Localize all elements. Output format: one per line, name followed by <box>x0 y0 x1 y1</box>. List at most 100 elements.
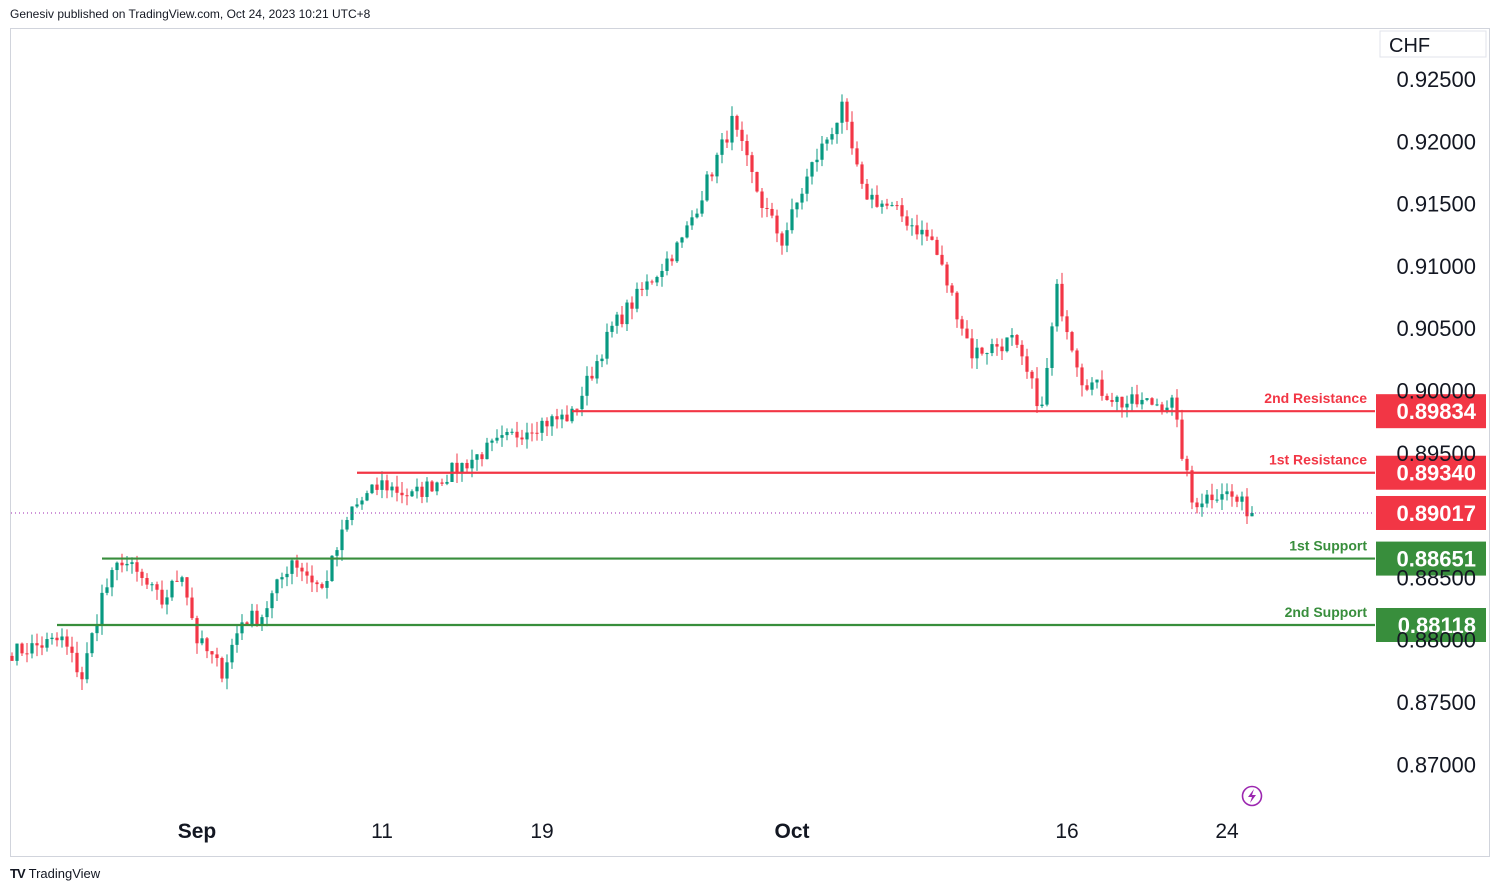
candle <box>550 414 554 436</box>
y-tick-label: 0.88000 <box>1396 628 1476 653</box>
candle <box>395 475 399 502</box>
candle <box>415 478 419 499</box>
x-tick-label: Oct <box>774 820 809 843</box>
candle <box>465 459 469 473</box>
candle <box>980 346 984 356</box>
candle <box>595 354 599 384</box>
candle <box>355 498 359 509</box>
y-tick-label: 0.91000 <box>1396 254 1476 279</box>
footer-brand-text: TradingView <box>28 866 101 881</box>
candle <box>310 565 314 593</box>
candle <box>340 519 344 561</box>
candle <box>695 208 699 219</box>
candle <box>725 130 729 149</box>
currency-label[interactable]: CHF <box>1389 35 1430 57</box>
candle <box>30 634 34 659</box>
candle <box>1000 338 1004 361</box>
candle <box>15 643 19 666</box>
candle <box>1160 401 1164 415</box>
time-axis: Sep 11 19 Oct 16 24 <box>178 820 1239 843</box>
candle <box>650 279 654 285</box>
candle <box>1060 272 1064 322</box>
candle <box>890 201 894 207</box>
candle <box>710 172 714 182</box>
candle <box>525 422 529 449</box>
candle <box>655 275 659 287</box>
candle <box>685 221 689 239</box>
candle <box>1125 395 1129 418</box>
candle <box>925 222 929 241</box>
candle <box>260 614 264 632</box>
candle <box>885 198 889 210</box>
footer-brand[interactable]: TV TradingView <box>10 866 100 881</box>
candle <box>45 632 49 652</box>
candle <box>730 106 734 151</box>
candle <box>365 490 369 502</box>
candle <box>1100 370 1104 401</box>
candle <box>590 366 594 381</box>
candle <box>65 629 69 655</box>
candle <box>555 408 559 429</box>
candle <box>280 572 284 589</box>
candle <box>490 438 494 452</box>
candle <box>345 516 349 532</box>
candle <box>1155 398 1159 407</box>
candle <box>185 576 189 606</box>
candle <box>740 121 744 152</box>
candle <box>305 562 309 584</box>
candle <box>375 477 379 496</box>
candle <box>805 168 809 202</box>
candle <box>640 282 644 297</box>
tradingview-logo-icon: TV <box>10 866 26 881</box>
candle <box>775 209 779 243</box>
candle <box>610 321 614 338</box>
candle <box>215 647 219 667</box>
candle <box>1115 395 1119 412</box>
candle <box>275 578 279 601</box>
y-tick-label: 0.87500 <box>1396 690 1476 715</box>
level-name: 1st Resistance <box>1269 452 1367 468</box>
candle <box>1015 334 1019 349</box>
candle <box>815 148 819 172</box>
candle <box>1030 370 1034 389</box>
candle <box>55 632 59 647</box>
y-tick-label: 0.92500 <box>1396 67 1476 92</box>
x-tick-label: 16 <box>1055 820 1078 843</box>
candle <box>880 200 884 214</box>
candle <box>625 299 629 331</box>
candle <box>485 437 489 460</box>
chart-frame[interactable] <box>10 28 1490 857</box>
candle <box>1150 397 1154 406</box>
level-price: 0.89340 <box>1396 461 1476 486</box>
candle <box>480 451 484 467</box>
candle <box>920 220 924 246</box>
candle <box>830 127 834 145</box>
candle <box>680 236 684 248</box>
candle <box>1085 379 1089 392</box>
candle <box>670 254 674 266</box>
candle <box>990 338 994 357</box>
level-name: 2nd Resistance <box>1264 390 1367 406</box>
candle <box>750 151 754 184</box>
price-axis: 0.92500 0.92000 0.91500 0.91000 0.90500 0.900… <box>1396 67 1476 777</box>
candle <box>620 305 624 328</box>
candle <box>1040 396 1044 408</box>
candle <box>220 656 224 683</box>
candle <box>845 98 849 131</box>
candle <box>840 94 844 134</box>
candle <box>870 188 874 209</box>
candle <box>835 122 839 144</box>
candle <box>110 567 114 597</box>
candle <box>175 570 179 582</box>
currency-box[interactable] <box>1379 30 1487 58</box>
candle <box>940 245 944 266</box>
candle <box>1110 392 1114 407</box>
candle <box>635 282 639 313</box>
candle <box>140 568 144 586</box>
candle <box>780 231 784 255</box>
lightning-icon[interactable] <box>1241 785 1263 807</box>
candle <box>565 405 569 422</box>
candle <box>150 582 154 592</box>
candle <box>800 187 804 210</box>
